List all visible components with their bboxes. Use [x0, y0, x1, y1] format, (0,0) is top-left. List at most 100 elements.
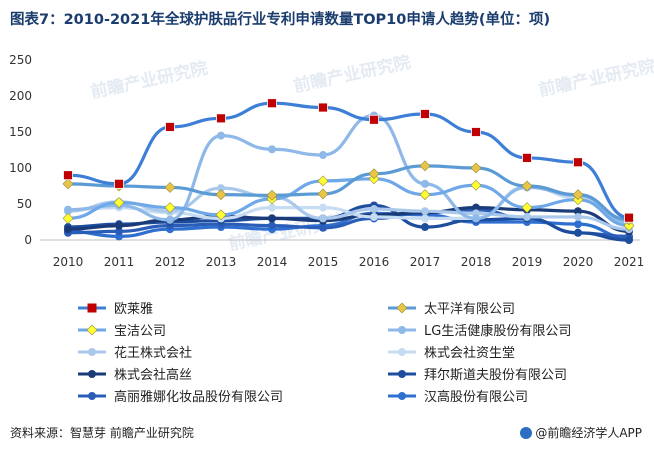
x-tick-label: 2014 [257, 255, 288, 269]
data-point-9 [574, 220, 582, 229]
x-tick-label: 2020 [563, 255, 594, 269]
data-point-4 [421, 207, 429, 216]
x-tick-label: 2011 [104, 255, 135, 269]
x-tick-label: 2021 [614, 255, 645, 269]
data-point-0 [165, 122, 175, 132]
data-point-3 [166, 215, 174, 224]
data-point-7 [421, 223, 429, 232]
chart-axes: 0 50 100 150 200 250 2010 2011 2012 2013 2014 2015 2… [9, 53, 644, 269]
data-point-1 [470, 162, 482, 174]
data-point-1 [62, 178, 74, 190]
data-point-5 [370, 212, 378, 221]
data-point-3 [217, 131, 225, 140]
data-point-3 [64, 205, 72, 214]
data-point-0 [369, 114, 379, 125]
data-point-6 [472, 203, 480, 212]
data-point-0 [114, 178, 124, 189]
data-point-4 [370, 205, 378, 214]
chart-title: 图表7：2010-2021年全球护肤品行业专利申请数量TOP10申请人趋势(单位… [10, 12, 551, 28]
data-point-3 [268, 145, 276, 154]
data-point-2 [215, 209, 227, 221]
brand-text: @前瞻经济学人APP [535, 426, 642, 440]
x-tick-label: 2013 [206, 255, 237, 269]
legend-item-3: LG生活健康股份有限公司 [388, 323, 571, 339]
series-markers [62, 98, 635, 244]
legend-label: 株式会社资生堂 [424, 345, 515, 361]
brand-logo-icon [520, 427, 533, 439]
legend-label: LG生活健康股份有限公司 [424, 323, 571, 339]
x-tick-label: 2017 [410, 255, 441, 269]
legend-item-2: 宝洁公司 [78, 324, 166, 339]
series-line-0 [66, 101, 631, 220]
watermark-text: 前瞻产业研究院 [89, 58, 210, 103]
x-tick-label: 2012 [155, 255, 186, 269]
data-point-5 [319, 203, 327, 212]
series-lines [66, 101, 631, 242]
data-point-0 [522, 153, 532, 163]
series-line-2 [66, 177, 631, 228]
legend-item-1: 太平洋有限公司 [388, 302, 515, 317]
data-point-4 [574, 212, 582, 221]
legend-label: 宝洁公司 [114, 324, 166, 339]
data-point-1 [419, 160, 431, 172]
legend-marker [88, 370, 96, 378]
data-point-7 [574, 228, 582, 237]
source-note: 资料来源：智慧芽 前瞻产业研究院 [10, 426, 194, 440]
data-point-1 [215, 189, 227, 201]
data-point-8 [115, 227, 123, 236]
data-point-0 [63, 170, 73, 181]
legend-marker [87, 303, 97, 313]
data-point-6 [115, 221, 123, 230]
legend-label: 拜尔斯道夫股份有限公司 [424, 368, 567, 383]
data-point-4 [319, 214, 327, 223]
data-point-6 [268, 214, 276, 223]
data-point-2 [470, 179, 482, 191]
legend-marker [88, 348, 96, 356]
data-point-5 [268, 203, 276, 212]
y-tick-label: 150 [9, 125, 32, 139]
x-tick-label: 2018 [461, 255, 492, 269]
legend-label: 株式会社高丝 [114, 367, 192, 383]
data-point-3 [319, 151, 327, 160]
x-tick-label: 2010 [53, 255, 84, 269]
data-point-6 [574, 207, 582, 216]
x-tick-label: 2015 [308, 255, 339, 269]
data-point-0 [420, 109, 430, 119]
y-tick-label: 0 [24, 233, 32, 247]
legend-marker [398, 326, 406, 334]
data-point-0 [318, 102, 328, 113]
data-point-2 [113, 197, 125, 208]
brand-credit: @前瞻经济学人APP [520, 424, 642, 441]
data-point-3 [472, 214, 480, 223]
legend-label: 高丽雅娜化妆品股份有限公司 [114, 389, 283, 405]
data-point-0 [267, 98, 277, 109]
data-point-0 [624, 212, 634, 223]
data-point-7 [625, 236, 633, 244]
legend-label: 花王株式会社 [114, 345, 192, 361]
data-point-8 [268, 221, 276, 230]
data-point-0 [471, 127, 481, 137]
data-point-1 [572, 189, 584, 201]
y-tick-label: 100 [9, 161, 32, 175]
legend-marker [398, 348, 406, 356]
x-tick-label: 2019 [512, 255, 543, 269]
legend-item-6: 株式会社高丝 [78, 367, 192, 383]
legend-marker [398, 392, 406, 400]
data-point-4 [523, 212, 531, 221]
data-point-1 [164, 182, 176, 193]
data-point-1 [368, 168, 380, 180]
legend-item-4: 花王株式会社 [78, 345, 192, 361]
legend-item-7: 拜尔斯道夫股份有限公司 [388, 368, 567, 383]
legend-marker [86, 324, 98, 336]
legend-item-8: 高丽雅娜化妆品股份有限公司 [78, 389, 283, 405]
legend-item-0: 欧莱雅 [78, 302, 153, 317]
watermark-text: 前瞻产业研究院 [292, 52, 413, 97]
data-point-2 [164, 202, 176, 214]
data-point-1 [266, 189, 278, 201]
data-point-2 [419, 189, 431, 201]
data-point-8 [319, 223, 327, 232]
data-point-0 [573, 157, 583, 168]
legend-marker [396, 302, 408, 314]
data-point-2 [521, 202, 533, 214]
